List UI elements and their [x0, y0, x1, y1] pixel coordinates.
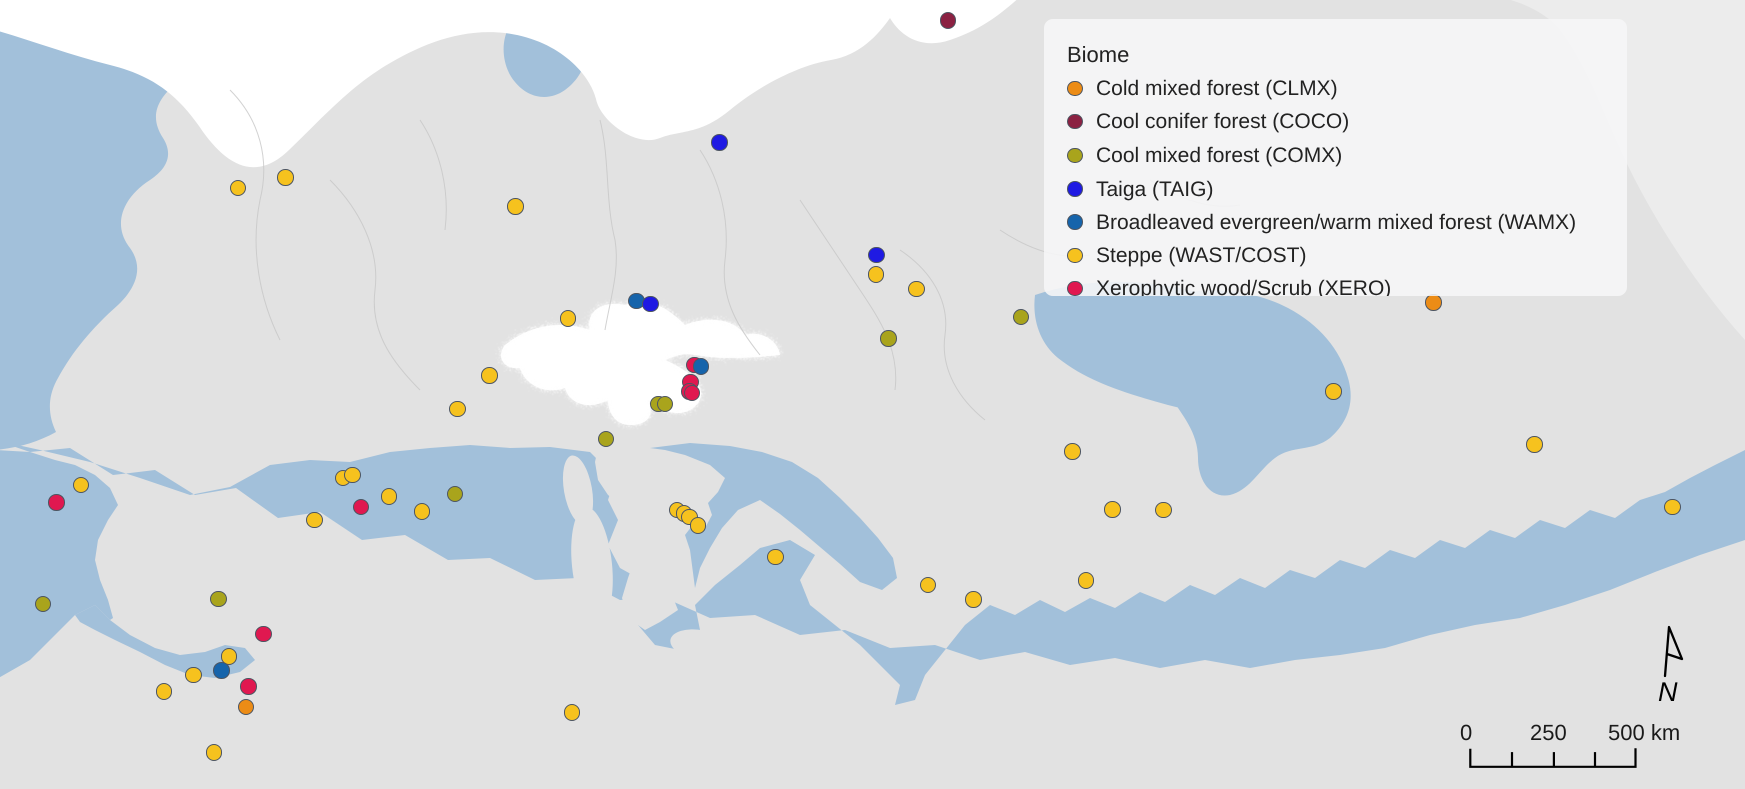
svg-text:0: 0 [1460, 720, 1472, 745]
svg-text:500 km: 500 km [1608, 720, 1680, 745]
svg-text:250: 250 [1530, 720, 1567, 745]
svg-text:N: N [1658, 677, 1678, 707]
